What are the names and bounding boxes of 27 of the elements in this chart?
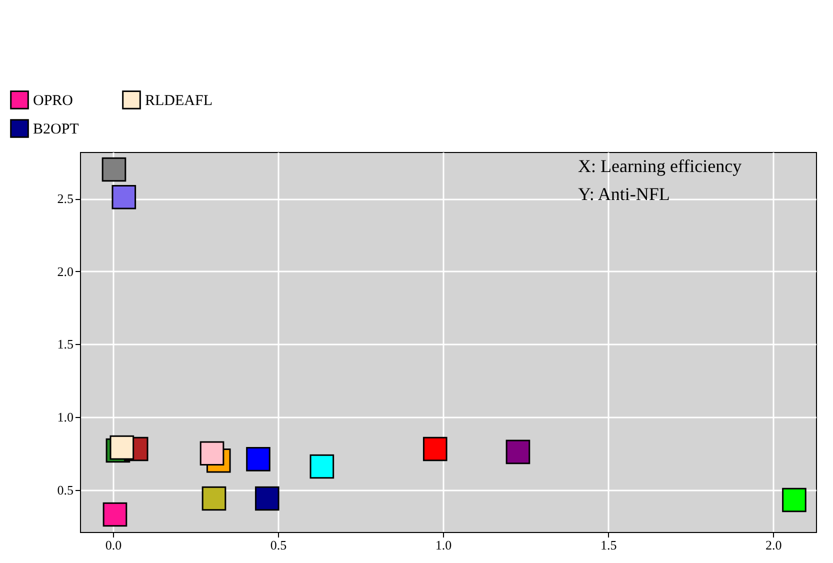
annotation: Y: Anti-NFL <box>578 184 670 204</box>
point <box>782 488 806 512</box>
y-tick-label: 1.5 <box>57 336 74 352</box>
annotation: X: Learning efficiency <box>578 156 742 176</box>
legend-label: OPRO <box>33 92 74 109</box>
x-tick-label: 0.5 <box>270 538 287 552</box>
legend-label: RLDEAFL <box>145 92 212 109</box>
y-tick-label: 2.5 <box>57 191 74 206</box>
point <box>110 435 134 460</box>
x-tick-label: 0.0 <box>105 538 122 552</box>
x-tick-label: 1.5 <box>600 538 617 552</box>
point <box>246 447 270 472</box>
point <box>310 454 334 479</box>
y-tick-label: 0.5 <box>57 482 74 498</box>
x-tick-label: 1.0 <box>435 538 452 552</box>
point <box>112 184 136 210</box>
y-tick-label: 1.0 <box>57 409 74 424</box>
x-tick-label: 2.0 <box>765 538 782 552</box>
point <box>506 440 530 464</box>
legend-label: B2OPT <box>33 122 79 138</box>
point <box>200 441 224 466</box>
y-tick-label: 2.0 <box>57 264 74 279</box>
point <box>102 502 128 527</box>
point <box>202 486 226 511</box>
point <box>422 436 448 462</box>
point <box>102 157 126 182</box>
point <box>254 486 280 511</box>
